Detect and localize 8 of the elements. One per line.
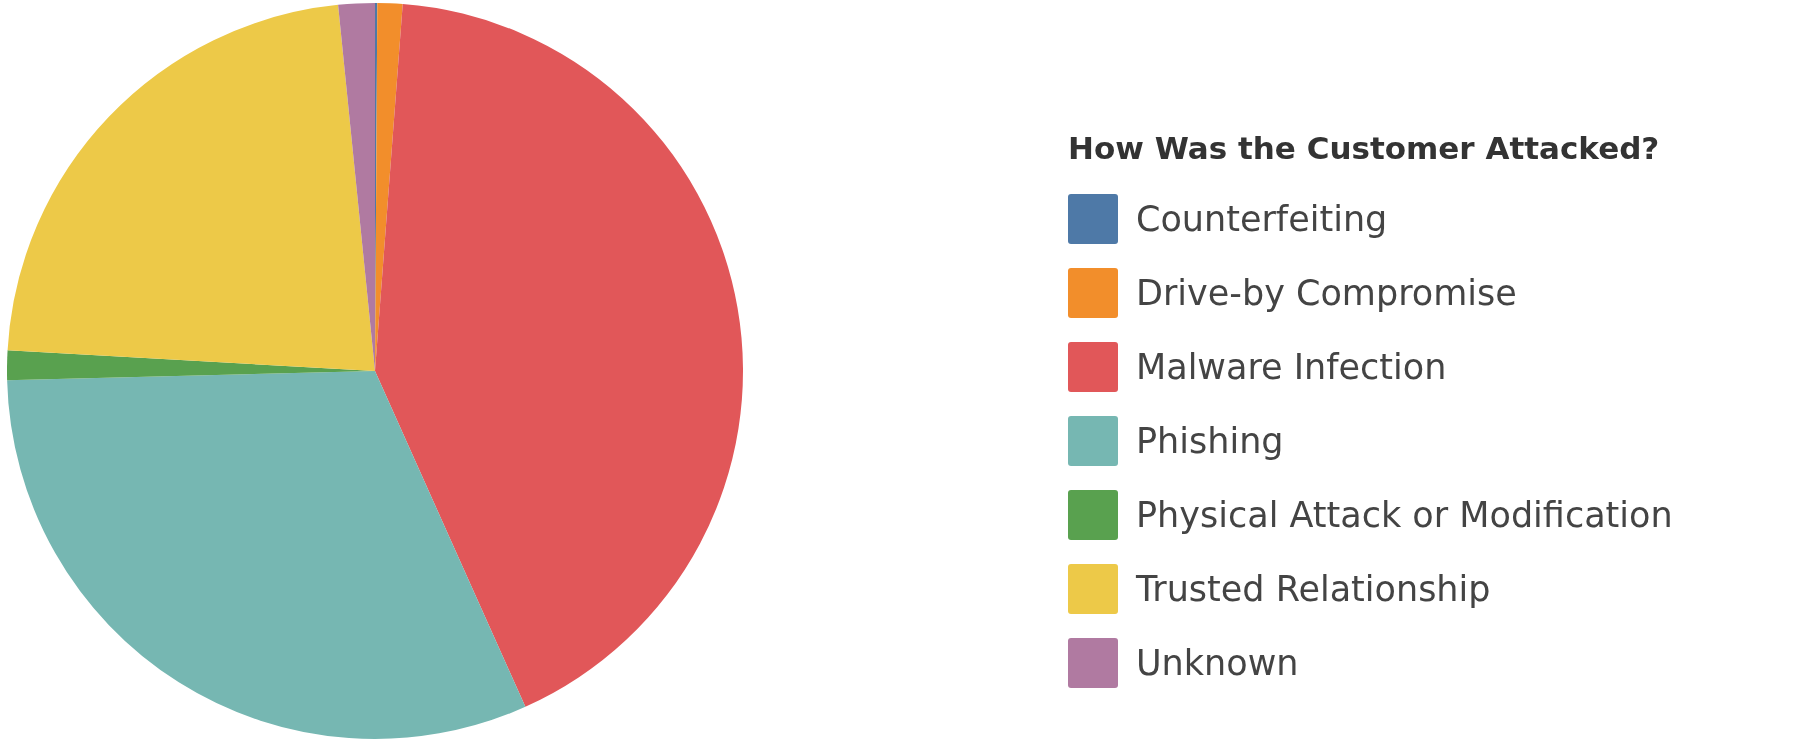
legend-label: Trusted Relationship [1136,569,1491,609]
legend-label: Malware Infection [1136,347,1447,387]
legend-label: Phishing [1136,421,1284,461]
legend-title: How Was the Customer Attacked? [1068,130,1661,166]
legend-label: Drive-by Compromise [1136,273,1517,313]
legend-label: Counterfeiting [1136,199,1388,239]
legend-label: Unknown [1136,643,1299,683]
legend-label: Physical Attack or Modification [1136,495,1673,535]
